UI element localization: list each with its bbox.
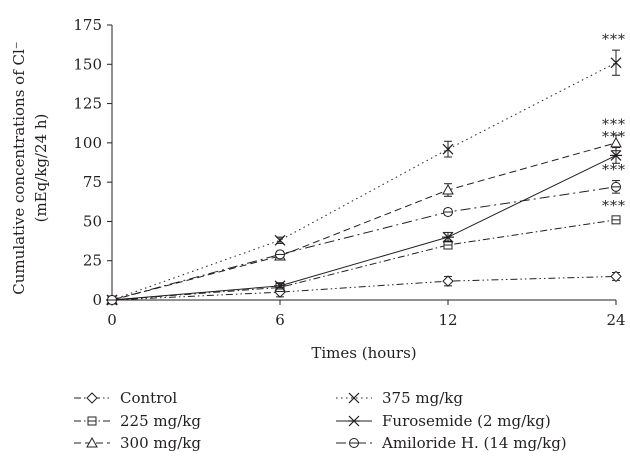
legend-label: Furosemide (2 mg/kg)	[382, 412, 551, 430]
data-point	[610, 270, 622, 283]
significance-label: ***	[602, 117, 626, 133]
legend-label: 300 mg/kg	[120, 434, 201, 452]
x-axis-title: Times (hours)	[311, 344, 416, 362]
y-tick-label: 125	[73, 95, 102, 113]
x-tick-label: 6	[275, 311, 285, 329]
data-point	[442, 275, 454, 287]
data-point	[107, 295, 117, 305]
legend-item-square: 225 mg/kg	[74, 412, 201, 430]
legend-marker	[348, 392, 360, 404]
data-point	[274, 234, 286, 246]
legend-label: 225 mg/kg	[120, 412, 201, 430]
data-point	[611, 181, 621, 192]
data-point	[274, 280, 286, 292]
legend-label: Amiloride H. (14 mg/kg)	[381, 434, 567, 452]
y-tick-label: 50	[83, 212, 102, 230]
significance-label: ***	[602, 32, 626, 48]
legend-item-circle-dash: Amiloride H. (14 mg/kg)	[336, 434, 567, 452]
data-point	[610, 57, 622, 69]
data-point	[611, 215, 621, 225]
series-square	[107, 215, 621, 305]
x-marker-stroke	[274, 234, 286, 246]
diamond-marker-shape	[610, 270, 622, 283]
axes: 0 25 50 75 100 125 150 175 0 6 12 24	[73, 16, 625, 329]
legend-label: Control	[120, 389, 177, 407]
series-triangle	[106, 134, 622, 305]
x-tick-label: 24	[606, 311, 625, 329]
series-circle-dash	[107, 180, 621, 305]
triangle-marker-shape	[442, 183, 454, 195]
legend-marker	[348, 415, 360, 427]
x-marker-stroke	[610, 57, 622, 69]
legend-item-triangle: 300 mg/kg	[74, 434, 201, 452]
significance-label: ***	[602, 163, 626, 179]
y-tick-label: 0	[92, 291, 102, 309]
legend-marker	[86, 436, 98, 448]
legend-marker	[87, 416, 97, 426]
data-point	[610, 136, 622, 148]
y-tick-label: 75	[83, 173, 102, 191]
triangle-marker-shape	[86, 436, 98, 448]
diamond-marker-shape	[86, 392, 98, 404]
y-tick-label: 25	[83, 252, 102, 270]
data-point	[443, 207, 453, 217]
series-line	[111, 154, 617, 301]
diamond-marker-shape	[442, 275, 454, 287]
data-point	[442, 183, 454, 195]
series-line	[111, 142, 617, 301]
significance-label: ***	[602, 130, 626, 146]
legend-item-x: 375 mg/kg	[336, 389, 463, 407]
x-marker-stroke	[348, 392, 360, 404]
series-asterisk	[106, 147, 622, 306]
legend-label: 375 mg/kg	[382, 389, 463, 407]
x-tick-label: 0	[107, 311, 117, 329]
x-marker-stroke	[442, 143, 454, 155]
y-axis-title-line1: Cumulative concentrations of Cl⁻	[10, 41, 28, 294]
series-x	[106, 49, 622, 306]
data-point	[610, 150, 622, 161]
data-point	[442, 231, 454, 243]
y-tick-label: 175	[73, 16, 102, 34]
legend-item-asterisk: Furosemide (2 mg/kg)	[336, 412, 551, 430]
y-axis-title-line2: (mEq/kg/24 h)	[32, 114, 50, 223]
y-tick-label: 150	[73, 55, 102, 73]
x-tick-label: 12	[438, 311, 457, 329]
series-line	[111, 62, 617, 301]
significance-labels: ***************	[602, 32, 626, 215]
series-line	[111, 219, 617, 301]
series-layer	[106, 49, 622, 306]
legend-item-diamond: Control	[74, 389, 177, 407]
data-point	[275, 249, 285, 260]
legend: Control 225 mg/kg 300 mg/kg 375 mg/kg Furose…	[74, 389, 567, 452]
series-line	[111, 275, 617, 301]
legend-marker	[86, 392, 98, 404]
significance-label: ***	[602, 199, 626, 215]
series-line	[111, 186, 617, 301]
y-tick-label: 100	[73, 134, 102, 152]
legend-marker	[349, 438, 359, 448]
triangle-marker-shape	[610, 136, 622, 148]
data-point	[442, 143, 454, 155]
